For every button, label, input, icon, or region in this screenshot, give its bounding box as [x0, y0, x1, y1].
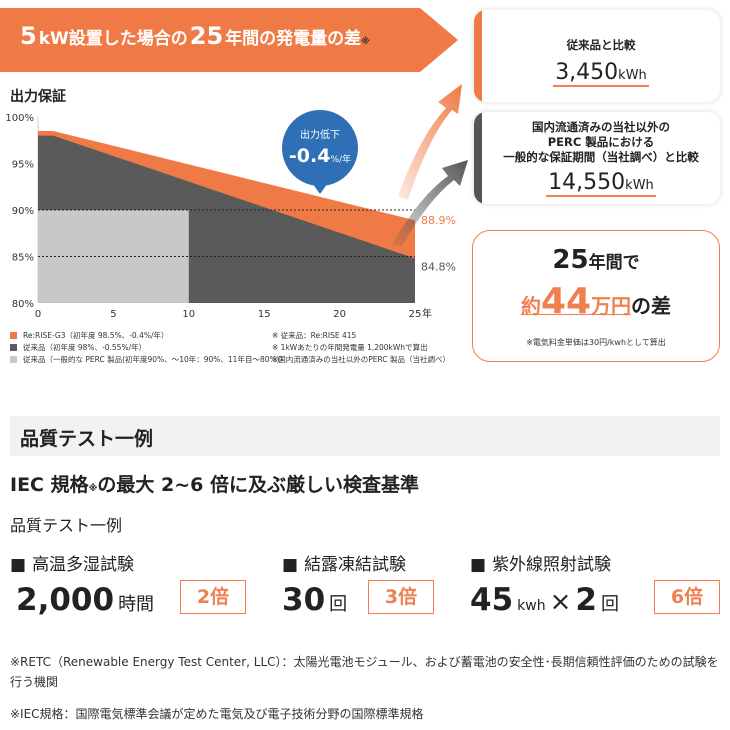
comparison-card-conventional: 従来品と比較 3,450kWh	[474, 10, 720, 102]
card-title: 従来品と比較	[566, 38, 636, 52]
test-freeze: ■ 結露凍結試験 30 回 3倍	[282, 550, 452, 618]
end-label-conventional: 84.8%	[421, 260, 456, 273]
card-value: 3,450kWh	[553, 60, 649, 87]
section-header: 品質テスト一例	[10, 416, 720, 456]
x-unit-label: 年	[422, 307, 432, 320]
footnote-retc: ※RETC（Renewable Energy Test Center, LLC）…	[10, 655, 719, 689]
footnote-iec: ※IEC規格：国際電気標準会議が定めた電気及び電子技術分野の国際標準規格	[10, 707, 424, 721]
savings-bubble: 25年間で 約44万円の差 ※電気料金単価は30円/kwhとして算出	[472, 230, 720, 362]
test-value: 30 回	[282, 582, 348, 618]
card-title: 国内流通済みの当社以外の PERC 製品における 一般的な保証期間（当社調べ）と…	[503, 120, 699, 164]
bubble-years: 25年間で	[552, 245, 640, 275]
quality-subtitle: 品質テスト一例	[10, 516, 123, 535]
badge-label: 出力低下	[300, 128, 340, 141]
bubble-footnote: ※電気料金単価は30円/kwhとして算出	[526, 338, 666, 347]
x-tick-label: 0	[35, 309, 41, 320]
test-value: 2,000 時間	[16, 582, 155, 618]
banner-title: 5 kW 設置した場合の 25 年間の発電量の差 ※	[20, 22, 370, 50]
ratio-badge: 6倍	[654, 580, 720, 614]
bubble-amount: 約44万円の差	[520, 281, 672, 322]
badge-value: -0.4%/年	[289, 145, 351, 167]
x-tick-label: 15	[258, 309, 271, 320]
quality-headline: IEC 規格※の最大 2~6 倍に及ぶ厳しい検査基準	[10, 474, 419, 496]
comparison-arrows	[392, 84, 468, 246]
y-tick-label: 100%	[5, 113, 34, 124]
y-axis-title: 出力保証	[10, 89, 66, 105]
y-tick-label: 95%	[12, 160, 34, 171]
legend-item-perc: 従来品（一般的な PERC 製品(初年度90%、～10年：90%、11年目～80…	[10, 354, 287, 366]
dark-arrow	[392, 160, 468, 246]
test-humidity: ■ 高温多湿試験 2,000 時間 2倍	[10, 550, 260, 618]
series-area-2	[38, 210, 189, 303]
ratio-badge: 3倍	[368, 580, 434, 614]
orange-arrow	[398, 84, 462, 200]
x-tick-label: 5	[110, 309, 116, 320]
card-value: 14,550kWh	[546, 170, 656, 197]
x-tick-label: 25	[409, 309, 422, 320]
chart-notes: ※ 従来品：Re:RISE 415 ※ 1kWあたりの年間発電量 1,200kW…	[272, 330, 450, 366]
chart-note: ※国内流通済みの当社以外のPERC 製品（当社調べ）	[272, 355, 451, 364]
banner-arrow	[0, 8, 458, 72]
x-tick-label: 20	[333, 309, 346, 320]
chart-legend: Re:RISE-G3（初年度 98.5%、-0.4%/年） 従来品（初年度 98…	[10, 330, 287, 366]
end-label-rerise: 88.9%	[421, 214, 456, 227]
legend-item-rerise: Re:RISE-G3（初年度 98.5%、-0.4%/年）	[10, 330, 287, 342]
legend-item-conventional: 従来品（初年度 98%、-0.55%/年）	[10, 342, 287, 354]
chart-note: ※ 従来品：Re:RISE 415	[272, 331, 357, 340]
comparison-card-perc: 国内流通済みの当社以外の PERC 製品における 一般的な保証期間（当社調べ）と…	[474, 112, 720, 204]
decline-badge: 出力低下 -0.4%/年	[282, 110, 358, 194]
y-tick-label: 80%	[12, 299, 34, 310]
test-value: 45 kwh × 2 回	[470, 582, 619, 618]
x-tick-label: 10	[182, 309, 195, 320]
chart-note: ※ 1kWあたりの年間発電量 1,200kWhで算出	[272, 343, 428, 352]
output-guarantee-chart: 80% 85% 90% 95% 100% 0 5 10 15 20 25 年 88.9% 84.8%	[5, 113, 456, 320]
y-tick-label: 85%	[12, 253, 34, 264]
ratio-badge: 2倍	[180, 580, 246, 614]
y-tick-label: 90%	[12, 206, 34, 217]
test-uv: ■ 紫外線照射試験 45 kwh × 2 回 6倍	[470, 550, 720, 618]
